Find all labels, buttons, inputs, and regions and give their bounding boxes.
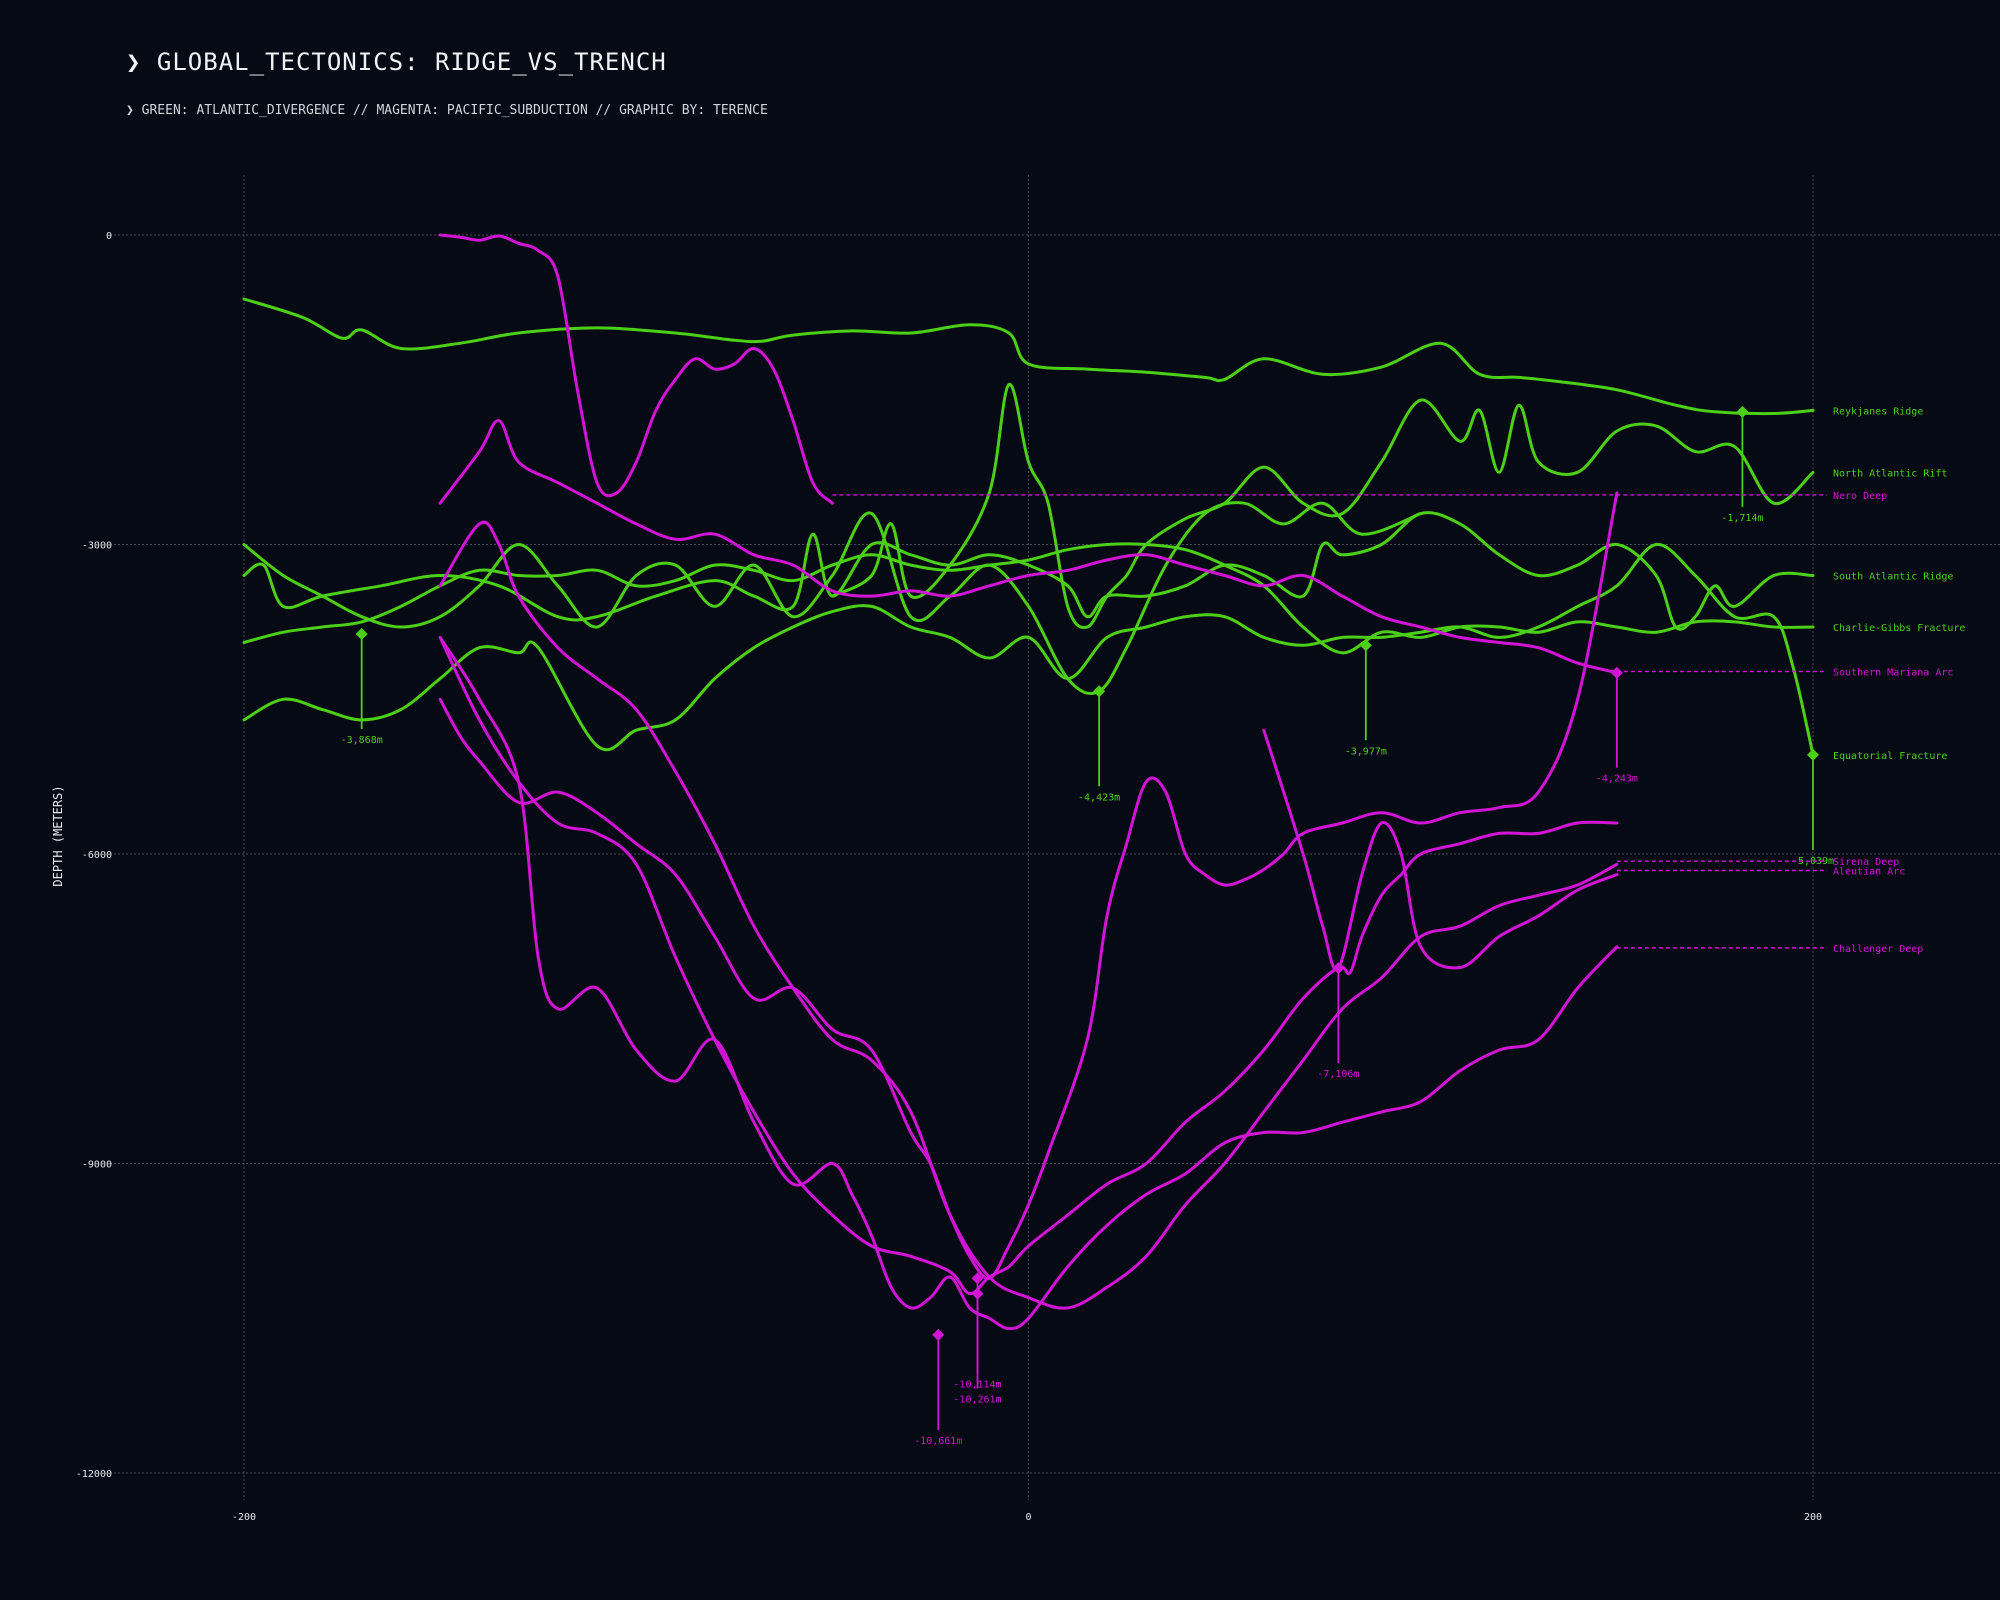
series-label-north-atlantic-rift: North Atlantic Rift (1833, 468, 1947, 479)
marker-diamond (932, 1328, 945, 1341)
series-line-south-atlantic-ridge (242, 511, 1815, 631)
x-tick-label: -200 (232, 1512, 256, 1523)
series-label-southern-mariana-arc: Southern Mariana Arc (1833, 667, 1953, 678)
series-line-southern-mariana-arc (438, 419, 1619, 675)
marker-label: -10,261m (953, 1395, 1001, 1406)
marker-diamond (971, 1287, 984, 1300)
series-labels: Reykjanes Ridge North Atlantic Rift South … (832, 406, 1965, 955)
series-label-challenger-deep: Challenger Deep (1833, 944, 1923, 955)
series-line-pacific-track-6 (438, 635, 1619, 1296)
y-axis-label: DEPTH (METERS) (51, 785, 65, 886)
y-tick-label: 0 (106, 231, 112, 242)
marker-diamond (355, 628, 368, 641)
axes: 0 -3000 -6000 -9000 -12000 -200 0 200 (76, 231, 1822, 1523)
series-label-aleutian-arc: Aleutian Arc (1833, 867, 1905, 878)
marker-diamond (1359, 639, 1372, 652)
series-line-north-atlantic-rift (830, 383, 1815, 629)
series-label-equatorial-fracture: Equatorial Fracture (1833, 751, 1947, 762)
marker-label: -3,868m (341, 735, 383, 746)
marker-diamond (1332, 962, 1345, 975)
y-tick-label: -12000 (76, 1469, 112, 1480)
series-label-sirena-deep: Sirena Deep (1833, 857, 1899, 868)
chart-subtitle: ❯ GREEN: ATLANTIC_DIVERGENCE // MAGENTA:… (126, 103, 768, 118)
series-label-charlie-gibbs-fracture: Charlie-Gibbs Fracture (1833, 623, 1965, 634)
series-label-south-atlantic-ridge: South Atlantic Ridge (1833, 571, 1953, 582)
x-tick-label: 200 (1804, 1512, 1822, 1523)
marker-diamond (1736, 405, 1749, 418)
series-line-challenger-deep (438, 635, 1619, 1331)
markers: -1,714m-3,868m-3,977m-5,039m-4,423m-4,24… (341, 405, 1834, 1447)
marker-diamond (1093, 685, 1106, 698)
marker-label: -4,423m (1078, 792, 1120, 803)
series-line-sirena-deep (438, 491, 1619, 1280)
series-line-nero-deep (438, 233, 834, 505)
series-lines (242, 233, 1815, 1331)
chart-title: ❯ GLOBAL_TECTONICS: RIDGE_VS_TRENCH (126, 48, 667, 76)
marker-label: -1,714m (1721, 513, 1763, 524)
series-line-equatorial-fracture (242, 542, 1815, 757)
marker-diamond (1610, 666, 1623, 679)
y-tick-label: -6000 (82, 850, 112, 861)
x-tick-label: 0 (1025, 1512, 1031, 1523)
marker-label: -10,661m (914, 1436, 962, 1447)
marker-diamond (971, 1272, 984, 1285)
y-tick-label: -3000 (82, 541, 112, 552)
marker-diamond (1807, 748, 1819, 761)
series-line-charlie-gibbs-fracture (242, 542, 1815, 655)
series-line-atlantic-track-6 (242, 501, 1423, 696)
series-line-pacific-track-7 (1262, 728, 1619, 972)
grid (110, 175, 2000, 1500)
series-label-nero-deep: Nero Deep (1833, 491, 1887, 502)
y-tick-label: -9000 (82, 1160, 112, 1171)
series-label-reykjanes-ridge: Reykjanes Ridge (1833, 406, 1923, 417)
marker-label: -7,106m (1317, 1069, 1359, 1080)
marker-label: -4,243m (1596, 774, 1638, 785)
series-line-reykjanes-ridge (242, 297, 1815, 416)
marker-label: -3,977m (1345, 746, 1387, 757)
